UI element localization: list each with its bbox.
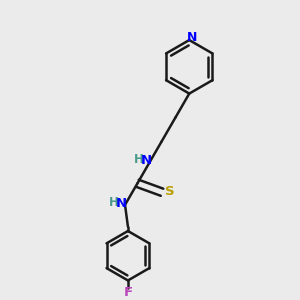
Text: S: S (165, 185, 175, 198)
Text: F: F (123, 286, 133, 298)
Text: H: H (109, 196, 119, 209)
Text: H: H (134, 153, 144, 166)
Text: N: N (186, 31, 197, 44)
Text: N: N (116, 197, 127, 211)
Text: N: N (141, 154, 152, 167)
